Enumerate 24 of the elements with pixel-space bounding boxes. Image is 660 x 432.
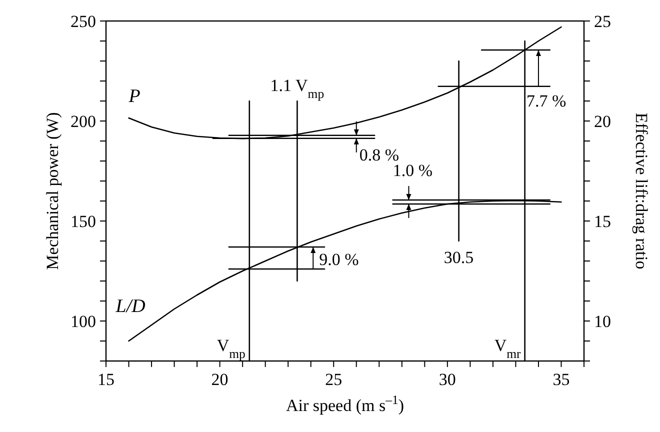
x-tick-label: 15 — [98, 370, 114, 389]
y-tick-label: 150 — [70, 212, 96, 231]
legend-label: P — [128, 86, 141, 107]
annotation: 1.1 V$_{mp}$ — [270, 76, 324, 101]
y2-tick-label: 20 — [594, 112, 611, 131]
annotation: 7.7 % — [526, 91, 566, 110]
annotation: 9.0 % — [319, 250, 359, 269]
annotation: V$_{mr}$ — [494, 336, 522, 361]
y-tick-label: 250 — [70, 12, 96, 31]
y2-tick-label: 25 — [594, 12, 611, 31]
annotation: V$_{mp}$ — [216, 336, 246, 361]
y-axis-title: Mechanical power (W) — [43, 112, 62, 270]
legend-label: L/D — [114, 296, 146, 317]
y-tick-label: 100 — [70, 312, 96, 331]
x-tick-label: 35 — [552, 370, 570, 389]
x-tick-label: 20 — [211, 370, 228, 389]
y2-axis-title: Effective lift:drag ratio — [632, 112, 651, 270]
x-axis-title: Air speed (m s$^{–1}$) — [286, 393, 404, 415]
y-tick-label: 200 — [70, 112, 96, 131]
y2-tick-label: 15 — [594, 212, 611, 231]
annotation: 30.5 — [444, 248, 474, 267]
y2-tick-label: 10 — [594, 312, 611, 331]
x-tick-label: 25 — [325, 370, 342, 389]
x-tick-label: 30 — [438, 370, 456, 389]
